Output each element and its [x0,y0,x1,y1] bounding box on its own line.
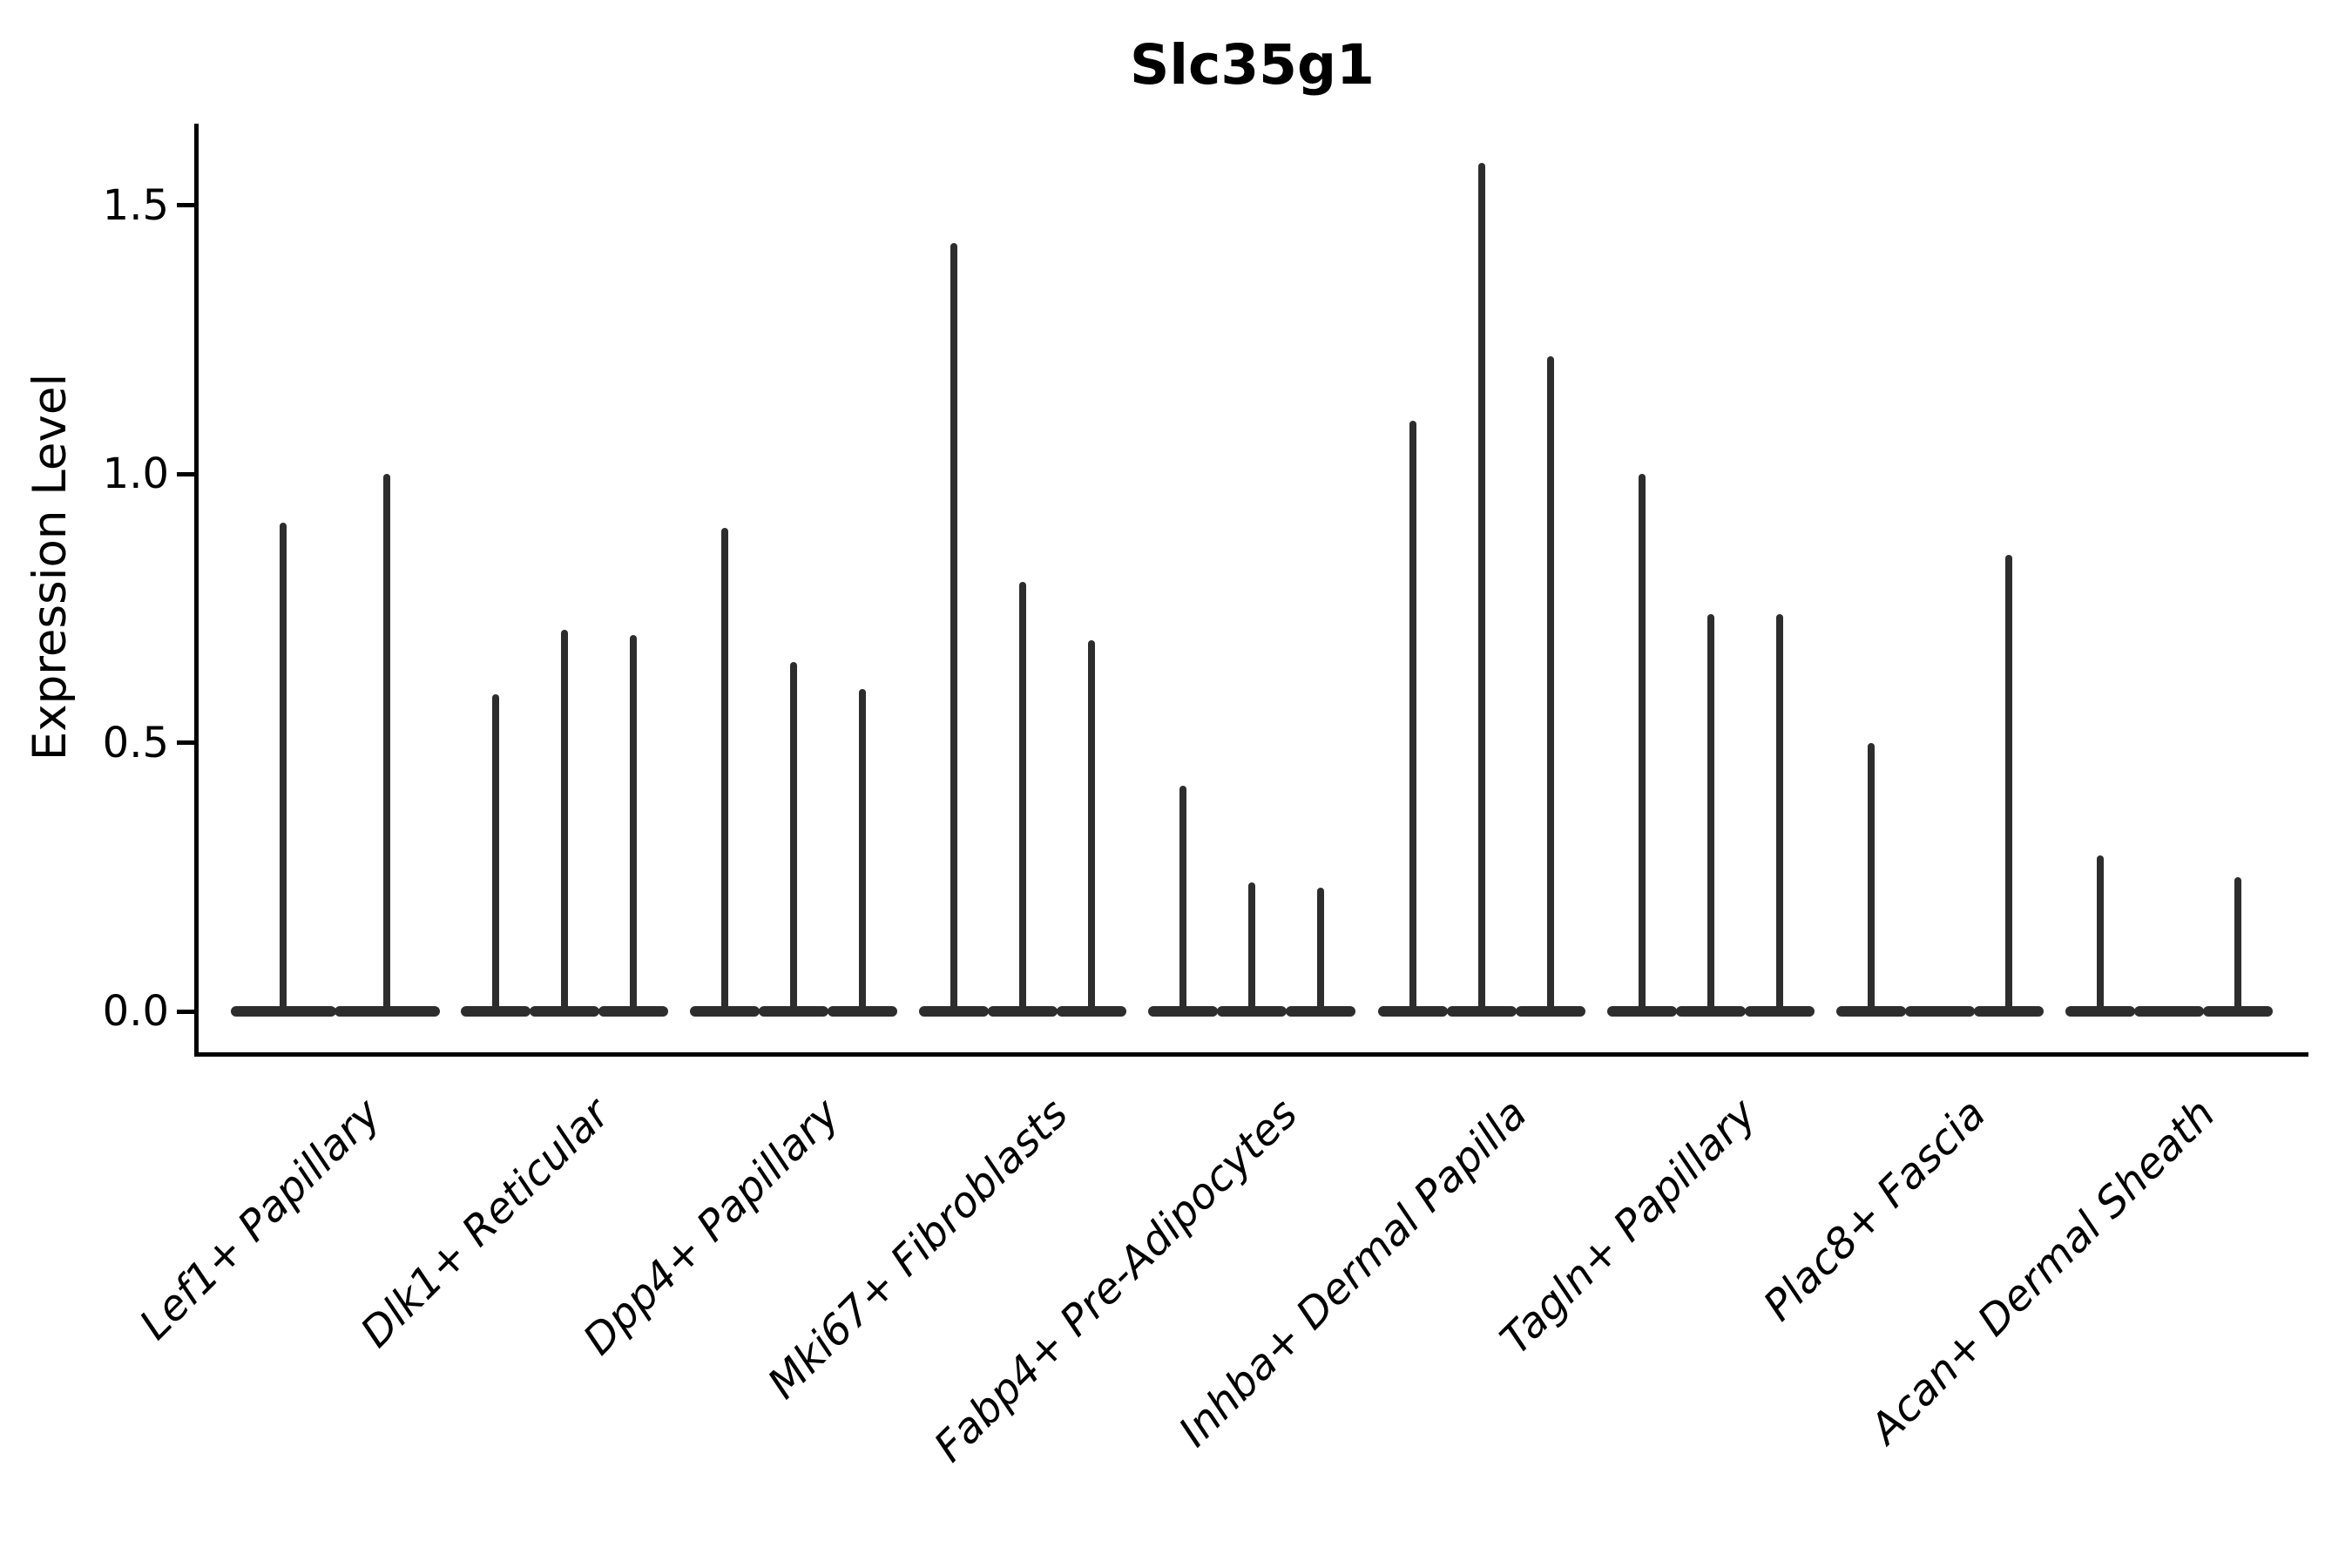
y-tick-mark [177,740,194,746]
violin-base [1446,1006,1517,1017]
violin-base [1904,1006,1975,1017]
violin-base [758,1006,828,1017]
x-tick-label: Lef1+ Papillary [130,1089,390,1349]
violin-spike [1409,420,1416,1011]
y-tick-mark [177,471,194,476]
violin-base [1835,1006,1906,1017]
violin-spike [1248,882,1256,1011]
violin-spike [280,522,287,1011]
violin-spike [2097,855,2105,1011]
y-tick-mark [177,203,194,208]
x-tick-label: Dlk1+ Reticular [351,1089,619,1357]
violin-base [988,1006,1058,1017]
violin-spike [2004,554,2012,1011]
violin-spike [383,474,390,1011]
violin-base [460,1006,531,1017]
violin-base [529,1006,599,1017]
violin-base [1744,1006,1815,1017]
violin-base [1057,1006,1127,1017]
violin-base [2134,1006,2205,1017]
violin-spike [1775,613,1783,1011]
x-axis-spine [194,1052,2308,1057]
violin-base [1377,1006,1448,1017]
violin-base [2203,1006,2274,1017]
violin-spike [1179,785,1187,1011]
y-tick-label: 0.5 [102,718,169,767]
violin-spike [1019,581,1027,1011]
violin-base [1148,1006,1219,1017]
violin-spike [1707,613,1714,1011]
violin-base [919,1006,990,1017]
violin-base [1675,1006,1746,1017]
violin-base [1973,1006,2044,1017]
violin-base [2065,1006,2136,1017]
violin-spike [1088,640,1096,1011]
violin-base [1606,1006,1677,1017]
y-axis-label: Expression Level [24,373,77,761]
violin-spike [1867,742,1875,1011]
y-axis-spine [194,124,199,1057]
x-tick-label: Dpp4+ Papillary [573,1089,849,1365]
violin-spike [1638,474,1646,1011]
violin-base [598,1006,668,1017]
violin-base [689,1006,760,1017]
violin-base [334,1006,440,1017]
violin-spike [858,688,866,1011]
violin-spike [1317,888,1325,1011]
x-tick-label: Tagln+ Papillary [1490,1089,1766,1364]
y-tick-label: 1.0 [102,449,169,499]
violin-spike [2234,876,2242,1011]
y-tick-label: 1.5 [102,180,169,230]
violin-spike [491,694,499,1011]
y-tick-mark [177,1009,194,1014]
violin-base [1286,1006,1356,1017]
violin-spike [1546,355,1554,1011]
violin-spike [560,630,568,1011]
violin-base [230,1006,336,1017]
violin-base [827,1006,897,1017]
x-tick-label: Plac8+ Fascia [1754,1089,1996,1331]
y-tick-label: 0.0 [102,987,169,1036]
violin-base [1217,1006,1288,1017]
violin-spike [1477,162,1485,1011]
chart-title: Slc35g1 [1130,33,1375,97]
violin-spike [629,635,637,1011]
violin-spike [720,527,728,1011]
violin-base [1515,1006,1585,1017]
violin-spike [789,662,797,1011]
violin-spike [950,243,958,1011]
